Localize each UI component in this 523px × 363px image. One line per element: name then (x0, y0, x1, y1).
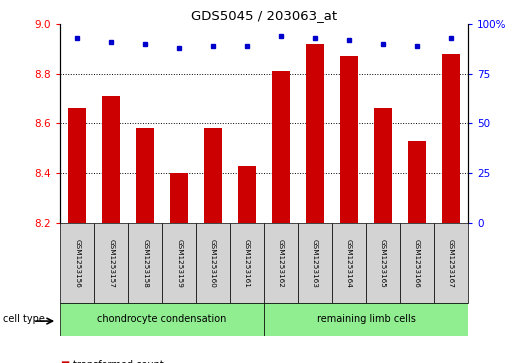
Bar (298, 223, 332, 303)
Text: ■: ■ (60, 360, 70, 363)
Bar (434, 223, 468, 303)
Text: GSM1253161: GSM1253161 (244, 239, 250, 287)
Text: GSM1253156: GSM1253156 (74, 239, 80, 287)
Bar (442, 53, 460, 223)
Text: GSM1253165: GSM1253165 (380, 239, 386, 287)
Bar (170, 173, 188, 223)
Text: chondrocyte condensation: chondrocyte condensation (97, 314, 227, 325)
Text: GSM1253160: GSM1253160 (210, 239, 216, 287)
Bar (68, 109, 86, 223)
Bar (196, 223, 230, 303)
Text: transformed count: transformed count (73, 360, 164, 363)
Bar (306, 44, 324, 223)
Bar (136, 129, 154, 223)
Bar (408, 141, 426, 223)
Bar (230, 223, 264, 303)
Bar (94, 223, 128, 303)
Text: GSM1253164: GSM1253164 (346, 239, 352, 287)
Text: GSM1253162: GSM1253162 (278, 239, 284, 287)
Bar (128, 223, 162, 303)
Bar (204, 129, 222, 223)
Text: GSM1253157: GSM1253157 (108, 239, 114, 287)
Bar (264, 223, 298, 303)
Bar (374, 109, 392, 223)
Text: GSM1253159: GSM1253159 (176, 239, 182, 287)
Text: remaining limb cells: remaining limb cells (316, 314, 416, 325)
Text: GSM1253163: GSM1253163 (312, 239, 318, 287)
Text: cell type: cell type (3, 314, 44, 325)
Bar (264, 303, 468, 336)
Bar (162, 223, 196, 303)
Bar (332, 223, 366, 303)
Text: GSM1253158: GSM1253158 (142, 239, 148, 287)
Bar (60, 303, 264, 336)
Title: GDS5045 / 203063_at: GDS5045 / 203063_at (191, 9, 337, 23)
Bar (238, 166, 256, 223)
Bar (272, 71, 290, 223)
Bar (340, 56, 358, 223)
Bar (400, 223, 434, 303)
Bar (60, 223, 94, 303)
Text: GSM1253167: GSM1253167 (448, 239, 454, 287)
Bar (102, 96, 120, 223)
Text: GSM1253166: GSM1253166 (414, 239, 420, 287)
Bar (366, 223, 400, 303)
